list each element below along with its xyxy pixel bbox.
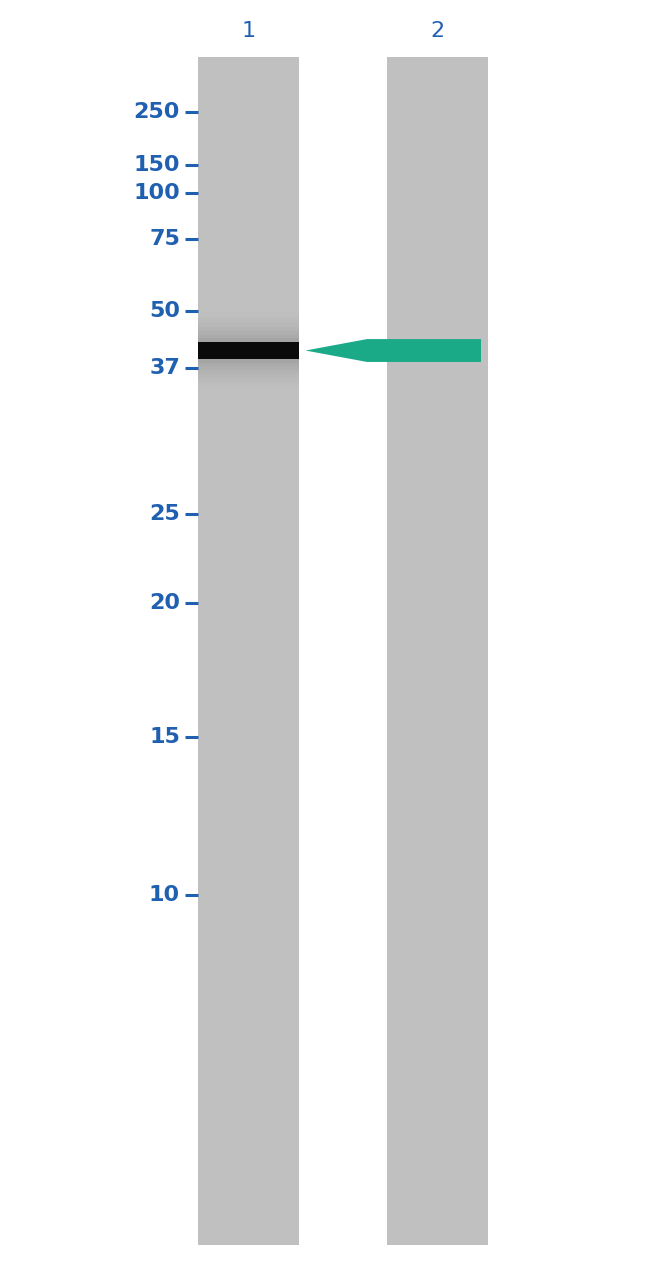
Text: 1: 1: [242, 20, 255, 41]
Bar: [198, 334, 299, 366]
Text: 25: 25: [150, 504, 180, 525]
Bar: [198, 319, 299, 381]
Bar: [198, 326, 299, 373]
Bar: [387, 57, 488, 1245]
Text: 37: 37: [149, 358, 180, 378]
Text: 100: 100: [133, 183, 180, 203]
Bar: [198, 338, 299, 363]
Text: 150: 150: [133, 155, 180, 175]
Text: 20: 20: [149, 593, 180, 613]
Bar: [198, 312, 299, 389]
Bar: [198, 323, 299, 378]
Bar: [198, 315, 299, 386]
Polygon shape: [306, 339, 481, 362]
Bar: [198, 342, 299, 358]
Text: 75: 75: [149, 229, 180, 249]
Text: 15: 15: [149, 726, 180, 747]
Text: 2: 2: [430, 20, 444, 41]
Text: 50: 50: [149, 301, 180, 321]
Bar: [198, 57, 299, 1245]
Text: 250: 250: [134, 102, 180, 122]
Text: 10: 10: [149, 885, 180, 906]
Bar: [198, 330, 299, 371]
